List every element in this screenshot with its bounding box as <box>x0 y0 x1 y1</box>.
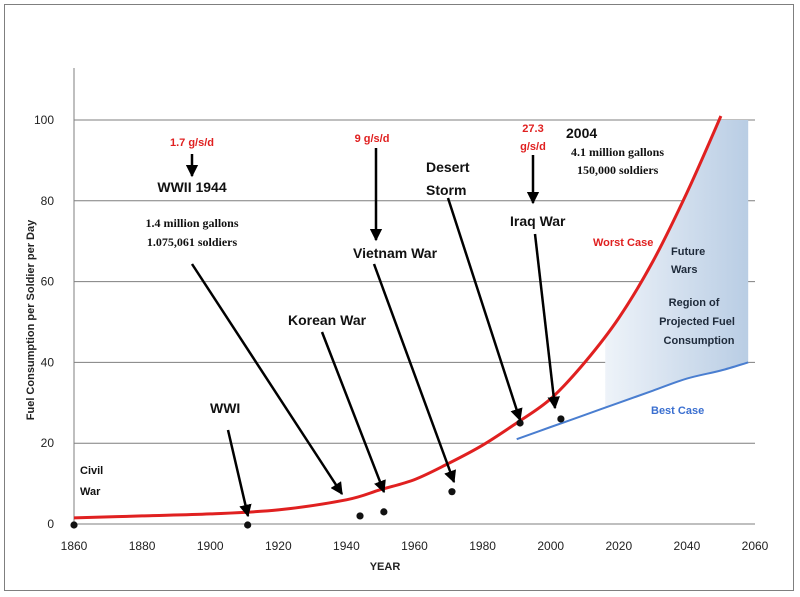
data-point-5 <box>516 419 524 427</box>
label-wwi: WWI <box>210 400 240 416</box>
label-wwii-gallons: 1.4 million gallons <box>145 216 238 230</box>
x-tick-2060: 2060 <box>742 539 769 553</box>
arrow-iraq <box>533 233 560 410</box>
y-tick-20: 20 <box>41 436 55 450</box>
annotation-arrows <box>185 148 560 518</box>
x-tick-2040: 2040 <box>674 539 701 553</box>
label-2004-soldiers: 150,000 soldiers <box>577 163 659 177</box>
x-tick-1900: 1900 <box>197 539 224 553</box>
data-points <box>70 415 565 529</box>
x-tick-2020: 2020 <box>605 539 632 553</box>
x-tick-1860: 1860 <box>61 539 88 553</box>
y-tick-60: 60 <box>41 275 55 289</box>
label-civil-war-2: War <box>80 486 101 498</box>
axes <box>73 68 755 525</box>
x-tick-1960: 1960 <box>401 539 428 553</box>
x-axis-label: YEAR <box>370 561 401 573</box>
label-vietnam-war: Vietnam War <box>353 245 438 261</box>
label-region-1: Region of <box>669 297 720 309</box>
x-tick-2000: 2000 <box>537 539 564 553</box>
data-point-4 <box>448 488 456 496</box>
label-2004: 2004 <box>566 125 597 141</box>
label-iraq-rate-1: 27.3 <box>522 123 543 135</box>
label-2004-gallons: 4.1 million gallons <box>571 145 664 159</box>
label-wwii-rate: 1.7 g/s/d <box>170 137 214 149</box>
data-point-2 <box>356 512 364 520</box>
y-axis-label: Fuel Consumption per Soldier per Day <box>25 219 37 420</box>
label-desert-storm-2: Storm <box>426 182 466 198</box>
label-civil-war-1: Civil <box>80 465 103 477</box>
label-region-2: Projected Fuel <box>659 316 735 328</box>
y-tick-80: 80 <box>41 194 55 208</box>
label-korean-war: Korean War <box>288 312 367 328</box>
label-wwii: WWII 1944 <box>157 179 226 195</box>
label-worst-case: Worst Case <box>593 237 653 249</box>
worst-case-line <box>73 115 723 520</box>
arrow-desert-storm <box>446 197 523 422</box>
tick-labels: 1860 1880 1900 1920 1940 1960 1980 2000 2020 2040… <box>34 113 769 553</box>
x-tick-1940: 1940 <box>333 539 360 553</box>
label-region-3: Consumption <box>664 335 735 347</box>
data-point-6 <box>557 415 565 423</box>
label-future-wars-1: Future <box>671 246 705 258</box>
x-tick-1880: 1880 <box>129 539 156 553</box>
label-future-wars-2: Wars <box>671 264 698 276</box>
y-tick-40: 40 <box>41 355 55 369</box>
y-tick-100: 100 <box>34 113 54 127</box>
label-best-case: Best Case <box>651 405 704 417</box>
label-wwii-soldiers: 1.075,061 soldiers <box>147 235 238 249</box>
data-point-3 <box>380 508 388 516</box>
data-point-1 <box>244 521 252 529</box>
arrow-wwii <box>190 263 344 496</box>
arrow-wwi <box>226 429 252 518</box>
label-iraq-war: Iraq War <box>510 213 566 229</box>
label-desert-storm-1: Desert <box>426 159 470 175</box>
label-vietnam-rate: 9 g/s/d <box>355 133 390 145</box>
arrow-korean <box>320 331 386 494</box>
data-point-0 <box>70 521 78 529</box>
best-case-line <box>516 361 749 441</box>
arrow-vietnam <box>372 263 456 484</box>
y-tick-0: 0 <box>47 517 54 531</box>
projected-region-area <box>605 120 749 408</box>
x-tick-1980: 1980 <box>469 539 496 553</box>
label-iraq-rate-2: g/s/d <box>520 141 546 153</box>
x-tick-1920: 1920 <box>265 539 292 553</box>
